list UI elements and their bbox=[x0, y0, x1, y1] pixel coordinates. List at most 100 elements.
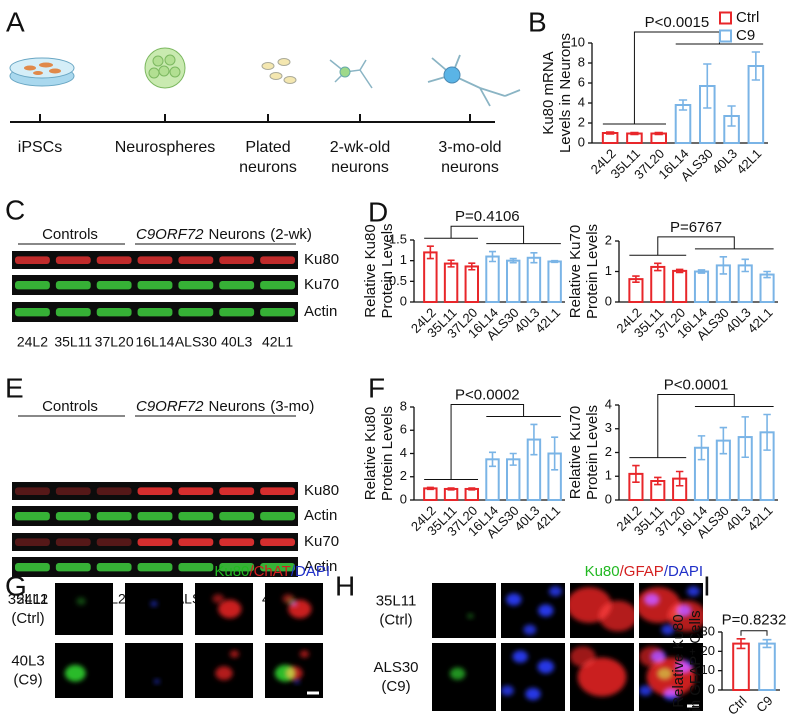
error-bar bbox=[675, 470, 684, 487]
cell-signal bbox=[467, 613, 474, 619]
error-bar bbox=[762, 638, 772, 649]
blot-band bbox=[137, 308, 173, 317]
blot-band bbox=[55, 487, 91, 495]
bar bbox=[485, 255, 500, 303]
colony bbox=[33, 71, 43, 75]
blot-band bbox=[260, 308, 295, 317]
cell-signal bbox=[215, 666, 233, 681]
significance-label: P=0.4106 bbox=[455, 208, 520, 225]
bar bbox=[423, 487, 438, 501]
blot-band bbox=[15, 538, 50, 546]
y-tick-label: 8 bbox=[400, 398, 407, 413]
panel-label: F bbox=[368, 372, 385, 403]
cell-signal bbox=[449, 667, 466, 680]
error-bar bbox=[763, 270, 771, 279]
bar bbox=[464, 265, 480, 304]
blot-band bbox=[137, 256, 173, 264]
y-tick-label: 8 bbox=[578, 54, 585, 69]
blot-band bbox=[55, 281, 91, 290]
y-axis-label: Protein Levels bbox=[584, 224, 601, 319]
micrograph-content bbox=[212, 593, 242, 619]
stain-name: DAPI bbox=[668, 563, 703, 580]
sample-label: 35L11 bbox=[376, 592, 417, 609]
legend-swatch bbox=[719, 11, 732, 25]
panel-label: H bbox=[335, 570, 355, 601]
x-tick-label: 42L1 bbox=[745, 305, 776, 336]
stain-name: / bbox=[291, 563, 296, 580]
blot-band bbox=[55, 538, 91, 546]
x-tick-label: C9 bbox=[753, 693, 775, 715]
schematic bbox=[9, 47, 521, 107]
error-bar bbox=[719, 426, 728, 455]
y-tick-label: 4 bbox=[605, 396, 612, 411]
y-tick-label: 1 bbox=[400, 252, 407, 267]
cell-signal bbox=[525, 687, 541, 701]
micrograph-content bbox=[449, 667, 466, 680]
error-bar bbox=[509, 452, 517, 466]
x-tick-label: 42L1 bbox=[532, 305, 563, 336]
significance-bracket bbox=[629, 236, 774, 256]
micrograph-content bbox=[639, 646, 696, 701]
sample-label: (Ctrl) bbox=[11, 610, 44, 627]
stain-name: Ku80 bbox=[214, 563, 249, 580]
blot-band bbox=[137, 487, 173, 495]
mature-soma bbox=[443, 66, 461, 84]
blot-band bbox=[178, 487, 214, 495]
bar bbox=[732, 642, 750, 691]
stain-name: / bbox=[620, 563, 625, 580]
blot-band bbox=[219, 538, 255, 546]
y-tick-label: 0 bbox=[708, 681, 715, 696]
blot-row-label: Ku80 bbox=[304, 251, 339, 268]
cell-signal bbox=[299, 650, 310, 658]
timeline-label: neurons bbox=[239, 159, 297, 176]
bar bbox=[650, 265, 666, 303]
micrograph bbox=[432, 583, 496, 638]
blot-group-label: Controls bbox=[42, 398, 98, 415]
cell-signal bbox=[656, 667, 673, 680]
colony bbox=[49, 68, 61, 74]
blot-group-label: C9ORF72 Neurons (3-mo) bbox=[136, 398, 314, 415]
cell-signal bbox=[661, 624, 675, 635]
plated-cell bbox=[283, 76, 297, 84]
significance-bracket bbox=[740, 630, 768, 636]
blot-band bbox=[219, 256, 255, 264]
y-axis-label: Protein Levels bbox=[379, 406, 396, 501]
y-tick-label: 0 bbox=[578, 134, 585, 149]
cell-signal bbox=[286, 597, 296, 605]
blot-band bbox=[260, 281, 295, 290]
cell-signal bbox=[501, 685, 514, 696]
y-tick-label: 2 bbox=[400, 468, 407, 483]
bar bbox=[547, 260, 562, 304]
error-bar bbox=[703, 63, 712, 109]
y-tick-label: 3 bbox=[605, 420, 612, 435]
bar bbox=[423, 251, 438, 303]
error-bar bbox=[697, 435, 706, 461]
y-axis-label: Protein Levels bbox=[379, 223, 396, 318]
error-bar bbox=[468, 262, 476, 271]
cell-signal bbox=[598, 600, 634, 632]
blot-row-label: Ku70 bbox=[304, 533, 339, 550]
lane-label: 37L20 bbox=[95, 334, 134, 350]
cell-signal bbox=[294, 679, 300, 684]
significance-bracket bbox=[629, 394, 774, 459]
blot-band bbox=[178, 563, 214, 572]
cell-signal bbox=[274, 664, 296, 682]
sphere-cell bbox=[158, 65, 170, 77]
blot-band bbox=[96, 538, 132, 546]
cell-signal bbox=[64, 664, 86, 682]
y-tick-label: 4 bbox=[400, 445, 407, 460]
sample-label: ALS30 bbox=[373, 659, 418, 676]
cell-signal bbox=[674, 613, 681, 619]
y-axis-label: Relative Ku80 bbox=[362, 224, 379, 317]
blot-band bbox=[178, 512, 214, 521]
blot-band bbox=[15, 563, 50, 572]
legend-label: Ctrl bbox=[736, 9, 759, 26]
lane-label: 24L2 bbox=[17, 334, 48, 350]
cell-signal bbox=[154, 679, 160, 684]
error-bar bbox=[468, 487, 476, 491]
blot-row-label: Ku80 bbox=[304, 482, 339, 499]
stain-name: / bbox=[664, 563, 669, 580]
micrograph-content bbox=[467, 613, 474, 619]
micrograph-content bbox=[215, 650, 240, 681]
blot-band bbox=[260, 256, 295, 264]
